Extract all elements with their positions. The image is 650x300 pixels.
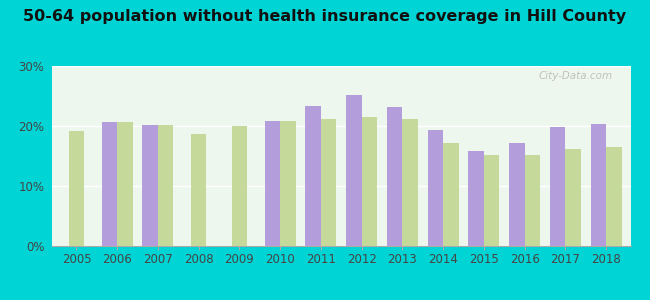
Text: City-Data.com: City-Data.com [539,71,613,81]
Bar [566,149,581,246]
Bar [265,121,280,246]
Bar [509,143,525,246]
Bar [158,125,174,246]
Bar [387,107,402,246]
Bar [428,130,443,246]
Bar [69,131,84,246]
Bar [443,143,459,246]
Bar [591,124,606,246]
Bar [484,155,499,246]
Text: 50-64 population without health insurance coverage in Hill County: 50-64 population without health insuranc… [23,9,627,24]
Bar [117,122,133,246]
Bar [280,121,296,246]
Bar [101,122,117,246]
Bar [321,119,336,246]
Bar [191,134,207,246]
Bar [306,106,321,246]
Bar [469,151,484,246]
Bar [346,95,361,246]
Bar [231,126,247,246]
Bar [361,117,377,246]
Bar [550,127,566,246]
Bar [142,125,158,246]
Bar [606,147,621,246]
Bar [525,155,540,246]
Bar [402,119,418,246]
